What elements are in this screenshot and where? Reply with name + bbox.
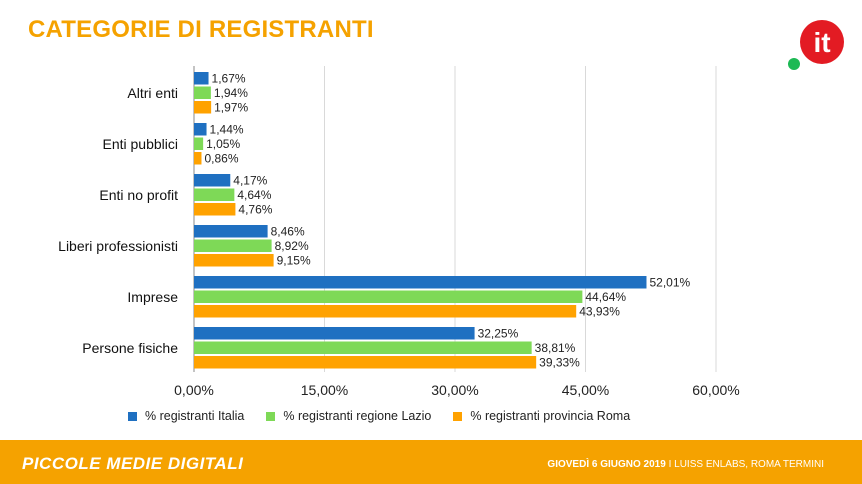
bar-5-0 xyxy=(194,327,475,340)
bar-chart: 1,67%1,94%1,97% 1,44%1,05%0,86% 4,17%4,64%… xyxy=(58,66,740,398)
data-label-4-2: 43,93% xyxy=(579,305,620,319)
data-label-0-0: 1,67% xyxy=(212,72,246,86)
it-logo: it xyxy=(788,20,844,70)
bar-4-1 xyxy=(194,290,583,303)
category-label-5: Persone fisiche xyxy=(82,340,178,356)
category-labels: Altri enti Enti pubblici Enti no profit Lib… xyxy=(58,85,178,356)
bar-3-0 xyxy=(194,225,268,238)
data-label-4-0: 52,01% xyxy=(649,276,690,290)
x-tick-label-1: 15,00% xyxy=(301,382,348,398)
bar-4-2 xyxy=(194,305,577,318)
data-label-5-2: 39,33% xyxy=(539,356,580,370)
legend-item-italia: % registranti Italia xyxy=(128,409,244,423)
logo-text: it xyxy=(813,27,830,58)
category-label-3: Liberi professionisti xyxy=(58,238,178,254)
data-label-3-1: 8,92% xyxy=(275,239,309,253)
bar-2-1 xyxy=(194,188,235,201)
category-label-4: Imprese xyxy=(127,289,178,305)
bar-2-2 xyxy=(194,203,236,216)
data-label-2-0: 4,17% xyxy=(233,174,267,188)
data-label-0-2: 1,97% xyxy=(214,101,248,115)
footer-bar: PICCOLE MEDIE DIGITALI GIOVEDÌ 6 GIUGNO … xyxy=(0,440,862,484)
bar-3-2 xyxy=(194,254,274,267)
bar-5-1 xyxy=(194,341,532,354)
legend-label-italia: % registranti Italia xyxy=(145,409,245,423)
bar-1-1 xyxy=(194,137,204,150)
bar-1-0 xyxy=(194,123,207,136)
bar-3-1 xyxy=(194,239,272,252)
data-label-3-0: 8,46% xyxy=(271,225,305,239)
bar-5-2 xyxy=(194,356,537,369)
data-label-5-0: 32,25% xyxy=(478,327,519,341)
x-tick-labels: 0,00% 15,00% 30,00% 45,00% 60,00% xyxy=(174,382,740,398)
bar-0-2 xyxy=(194,101,212,114)
brand-logo-text: PICCOLE MEDIE DIGITALI xyxy=(22,454,244,473)
event-location: LUISS ENLABS, ROMA TERMINI xyxy=(674,459,824,470)
data-label-2-1: 4,64% xyxy=(237,188,271,202)
legend-swatch-lazio xyxy=(266,411,276,421)
data-label-1-0: 1,44% xyxy=(210,123,244,137)
bar-1-2 xyxy=(194,152,202,165)
data-label-2-2: 4,76% xyxy=(238,203,272,217)
x-tick-label-4: 60,00% xyxy=(692,382,739,398)
data-label-1-2: 0,86% xyxy=(204,152,238,166)
x-tick-label-0: 0,00% xyxy=(174,382,214,398)
data-label-4-1: 44,64% xyxy=(585,290,626,304)
logo-green-dot xyxy=(788,58,800,70)
chart-grid xyxy=(193,66,717,372)
data-label-3-2: 9,15% xyxy=(277,254,311,268)
data-label-1-1: 1,05% xyxy=(206,137,240,151)
legend-swatch-roma xyxy=(453,411,463,421)
x-tick-label-2: 30,00% xyxy=(431,382,478,398)
legend-item-roma: % registranti provincia Roma xyxy=(453,409,630,423)
legend-label-roma: % registranti provincia Roma xyxy=(470,409,631,423)
legend-label-lazio: % registranti regione Lazio xyxy=(283,409,432,423)
event-separator: I xyxy=(665,459,675,470)
data-label-0-1: 1,94% xyxy=(214,86,248,100)
x-tick-label-3: 45,00% xyxy=(562,382,609,398)
legend-swatch-italia xyxy=(128,411,137,421)
bar-0-0 xyxy=(194,72,209,85)
data-label-5-1: 38,81% xyxy=(535,341,576,355)
category-label-0: Altri enti xyxy=(127,85,178,101)
chart-legend: % registranti Italia % registranti regio… xyxy=(128,409,630,423)
logo-red-circle xyxy=(800,20,844,64)
legend-item-lazio: % registranti regione Lazio xyxy=(266,409,431,423)
event-date: GIOVEDÌ 6 GIUGNO 2019 xyxy=(547,459,666,470)
chart-title: CATEGORIE DI REGISTRANTI xyxy=(28,16,374,43)
bar-0-1 xyxy=(194,86,211,99)
bar-2-0 xyxy=(194,174,231,187)
chart-bars: 1,67%1,94%1,97% 1,44%1,05%0,86% 4,17%4,64%… xyxy=(194,72,691,370)
bar-4-0 xyxy=(194,276,647,289)
category-label-2: Enti no profit xyxy=(99,187,178,203)
category-label-1: Enti pubblici xyxy=(103,136,179,152)
event-info: GIOVEDÌ 6 GIUGNO 2019 I LUISS ENLABS, RO… xyxy=(547,459,824,470)
